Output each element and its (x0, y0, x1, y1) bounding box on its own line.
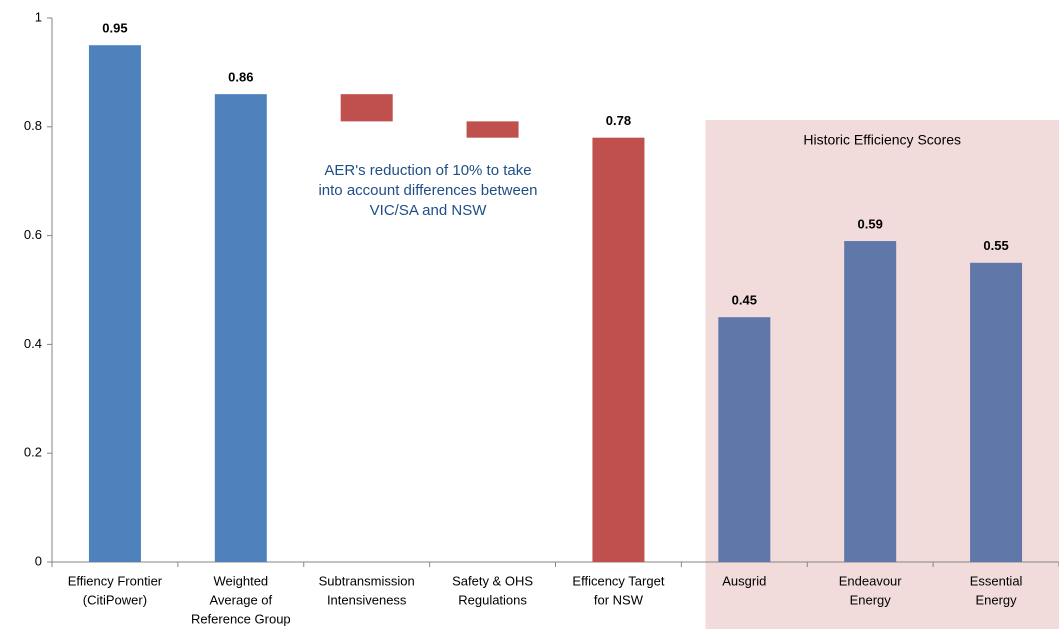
y-tick-label: 0.2 (24, 445, 42, 460)
value-label: 0.55 (983, 238, 1008, 253)
x-tick-label: (CitiPower) (83, 592, 147, 607)
x-tick-label: Energy (975, 592, 1017, 607)
x-tick-label: Intensiveness (327, 592, 407, 607)
annotation: into account differences between (318, 182, 537, 199)
highlight-label: Historic Efficiency Scores (803, 132, 961, 148)
x-tick-label: Energy (850, 592, 892, 607)
annotation: VIC/SA and NSW (370, 202, 488, 219)
x-tick-label: Average of (209, 592, 272, 607)
x-tick-label: Endeavour (839, 573, 903, 588)
x-tick-label: Subtransmission (319, 573, 415, 588)
y-tick-label: 0.8 (24, 118, 42, 133)
x-tick-label: Weighted (213, 573, 268, 588)
x-tick-label: Efficency Target (572, 573, 664, 588)
y-tick-label: 1 (35, 9, 42, 24)
value-label: 0.59 (858, 216, 883, 231)
bar (970, 262, 1023, 562)
x-tick-label: for NSW (594, 592, 644, 607)
bar (592, 137, 645, 562)
annotation: AER's reduction of 10% to take (324, 162, 531, 179)
bar (466, 121, 519, 138)
x-tick-label: Regulations (458, 592, 527, 607)
bar (718, 317, 771, 562)
y-tick-label: 0.4 (24, 336, 42, 351)
bar (844, 241, 897, 563)
x-tick-label: Essential (970, 573, 1023, 588)
x-tick-label: Effiency Frontier (68, 573, 163, 588)
y-tick-label: 0.6 (24, 227, 42, 242)
x-tick-label: Ausgrid (722, 573, 766, 588)
value-label: 0.86 (228, 70, 253, 85)
value-label: 0.95 (102, 21, 127, 36)
x-tick-label: Reference Group (191, 611, 291, 626)
value-label: 0.45 (732, 293, 757, 308)
y-tick-label: 0 (35, 553, 42, 568)
bar (88, 45, 141, 562)
x-tick-label: Safety & OHS (452, 573, 533, 588)
value-label: 0.78 (606, 113, 631, 128)
bar (340, 94, 393, 122)
bar (214, 94, 267, 562)
